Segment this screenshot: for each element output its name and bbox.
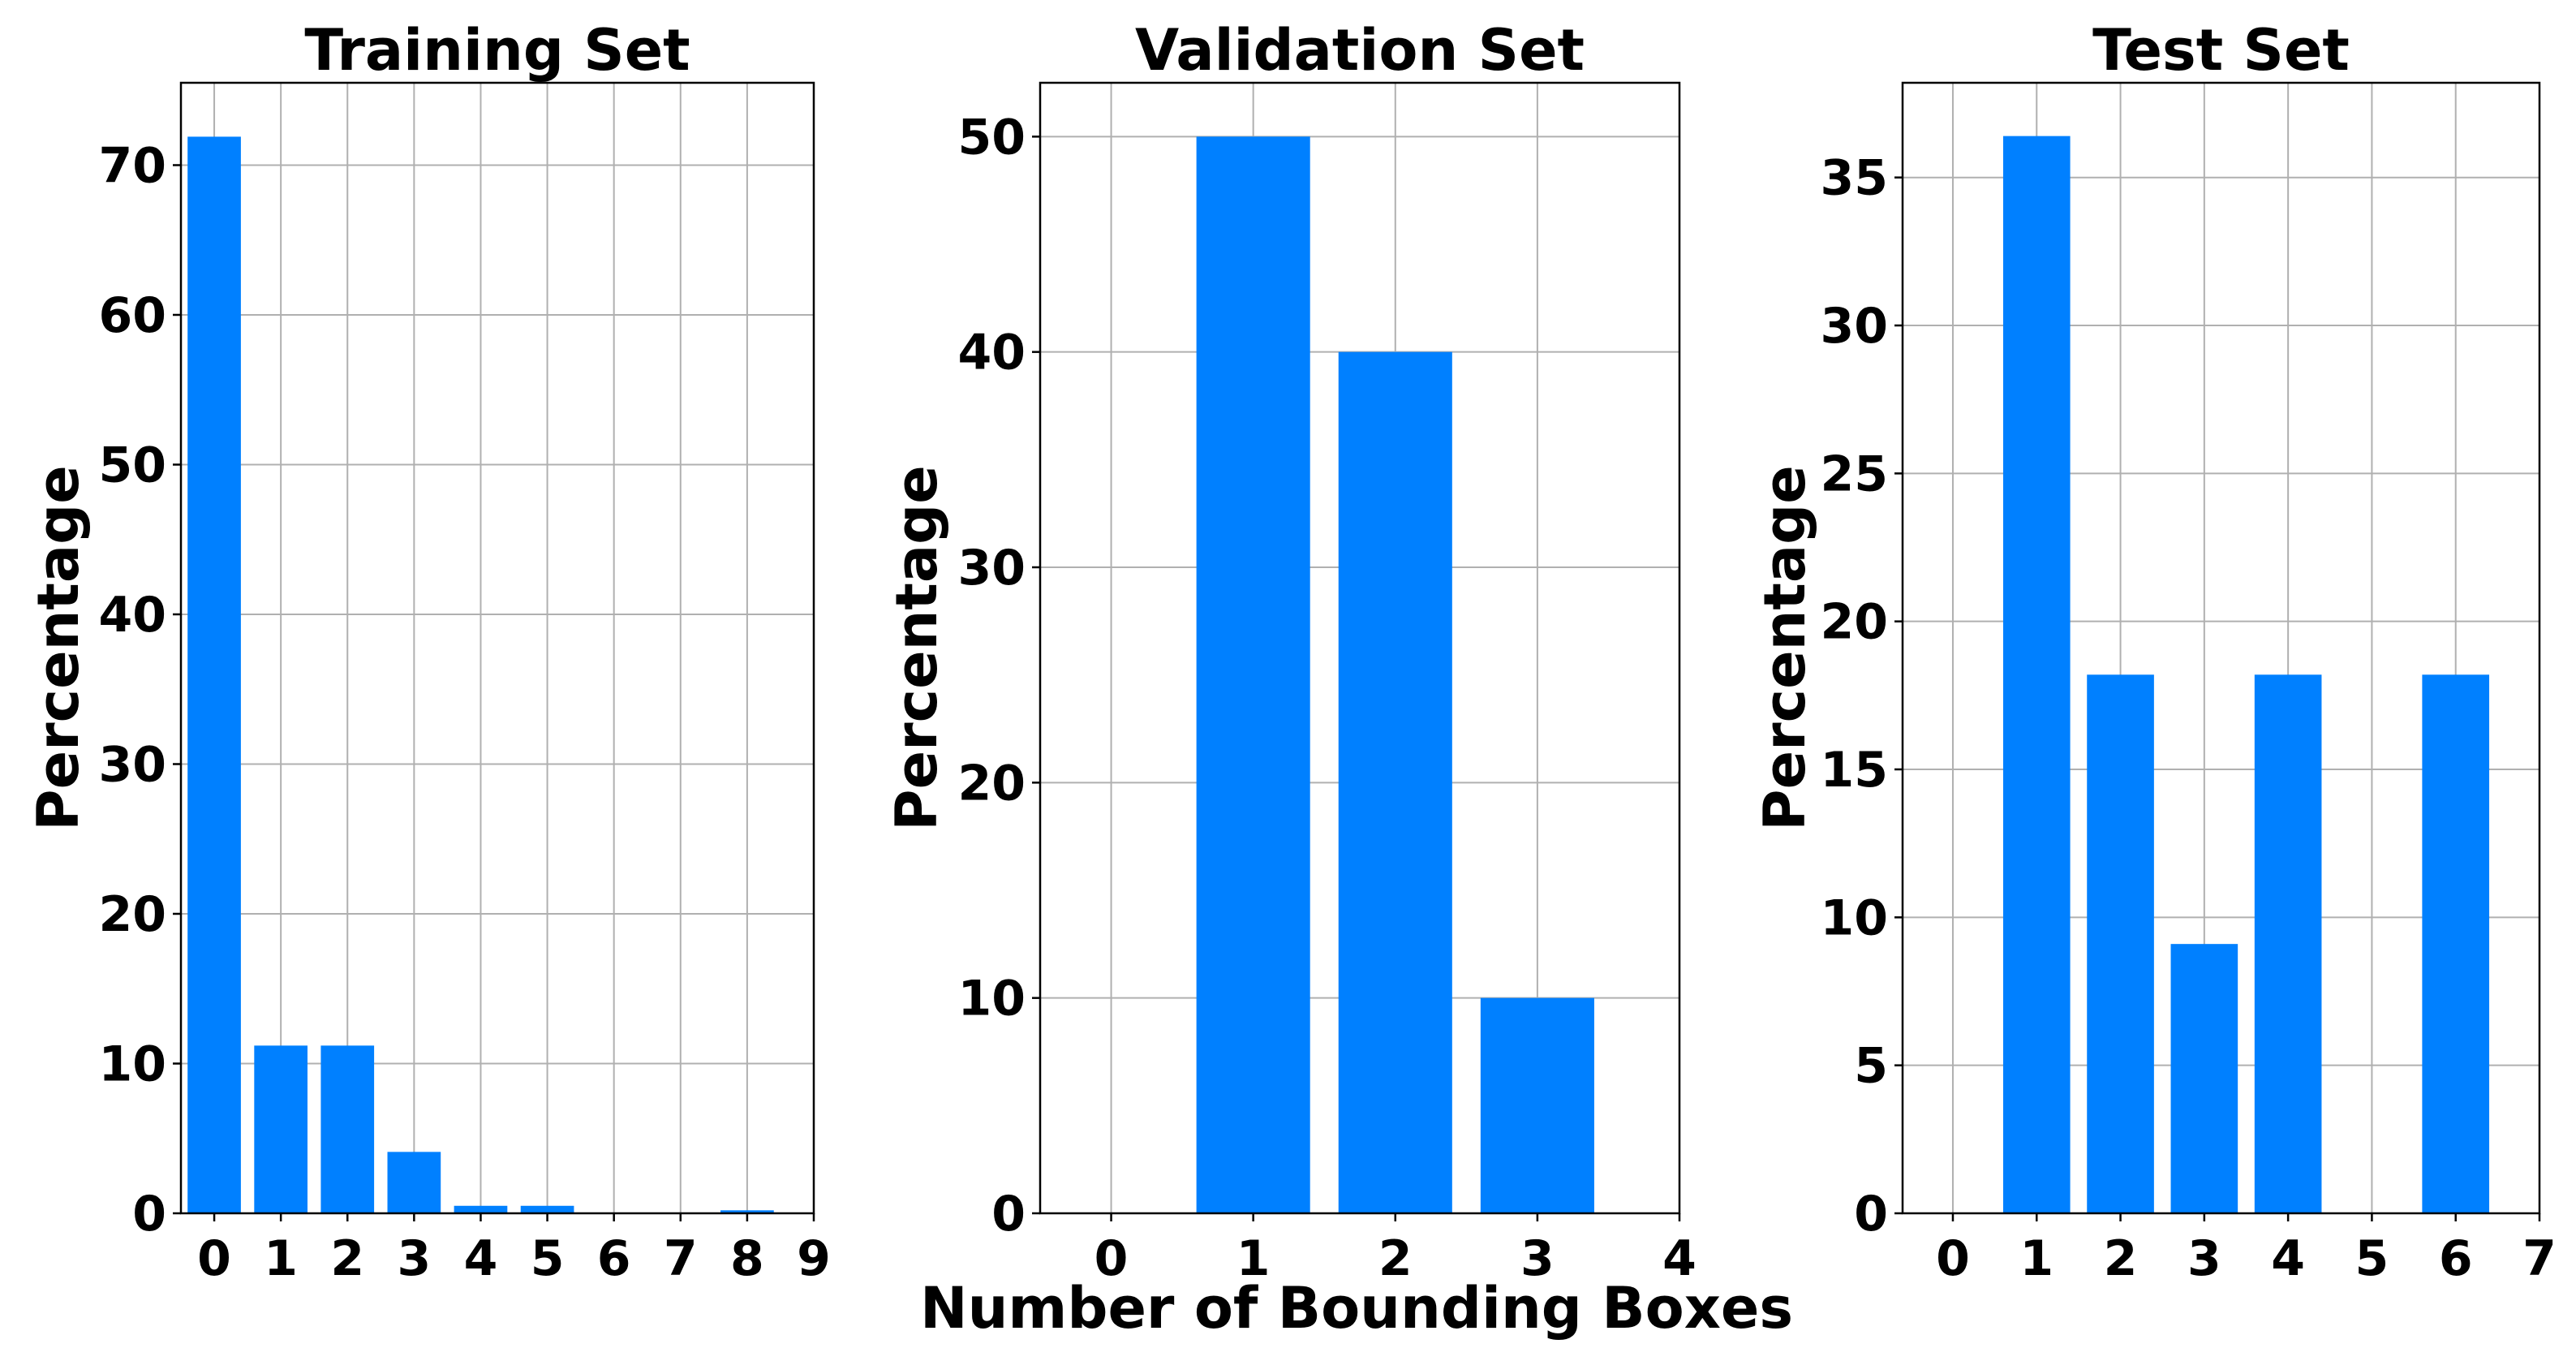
test-set-bar-2 xyxy=(2087,674,2154,1213)
test-set-y-tick-label: 0 xyxy=(1854,1186,1888,1243)
test-set-x-tick-label: 3 xyxy=(2187,1230,2221,1287)
training-set-bar-5 xyxy=(520,1205,574,1213)
test-set-y-tick-label: 25 xyxy=(1821,446,1889,502)
training-set-title: Training Set xyxy=(304,17,690,84)
validation-set-bar-2 xyxy=(1338,351,1452,1214)
test-set-x-tick-label: 1 xyxy=(2019,1230,2053,1287)
test-set-bar-6 xyxy=(2422,674,2490,1213)
validation-set-y-tick-label: 10 xyxy=(958,971,1026,1027)
training-set-bar-0 xyxy=(187,136,241,1214)
validation-set-x-tick-label: 0 xyxy=(1094,1230,1129,1287)
training-set-x-tick-label: 0 xyxy=(197,1230,231,1287)
test-set-y-tick-label: 20 xyxy=(1821,594,1889,651)
training-set-y-tick-label: 40 xyxy=(99,587,167,644)
training-set-bar-1 xyxy=(254,1045,307,1213)
training-set-bar-4 xyxy=(454,1205,508,1213)
validation-set-y-tick-label: 40 xyxy=(958,325,1026,381)
validation-set-y-tick-label: 50 xyxy=(958,109,1026,166)
test-set-bar-3 xyxy=(2170,944,2238,1213)
validation-set-bar-3 xyxy=(1480,997,1594,1213)
training-set-y-tick-label: 70 xyxy=(99,137,167,194)
test-set-y-tick-label: 5 xyxy=(1854,1038,1888,1095)
training-set-x-tick-label: 7 xyxy=(664,1230,698,1287)
training-set-x-tick-label: 2 xyxy=(330,1230,364,1287)
validation-set-x-tick-label: 2 xyxy=(1378,1230,1413,1287)
test-set-x-tick-label: 0 xyxy=(1936,1230,1970,1287)
training-set-x-tick-label: 5 xyxy=(531,1230,565,1287)
validation-set-title: Validation Set xyxy=(1135,17,1585,84)
training-set-bar-2 xyxy=(320,1045,375,1213)
training-set-y-tick-label: 30 xyxy=(99,736,167,793)
test-set-y-tick-label: 10 xyxy=(1821,889,1889,946)
training-set-y-tick-label: 20 xyxy=(99,886,167,943)
test-set-plot-frame xyxy=(1901,81,2541,1215)
training-set-x-tick-label: 1 xyxy=(264,1230,298,1287)
test-set-x-tick-label: 4 xyxy=(2271,1230,2305,1287)
training-set-y-tick-label: 60 xyxy=(99,287,167,344)
test-set-y-tick-label: 30 xyxy=(1821,298,1889,355)
validation-set-y-tick-label: 0 xyxy=(991,1186,1026,1243)
test-set-y-tick-label: 35 xyxy=(1821,150,1889,207)
validation-set-plot-frame xyxy=(1039,81,1681,1215)
training-set-y-tick-label: 10 xyxy=(99,1036,167,1092)
test-set-x-tick-label: 7 xyxy=(2522,1230,2557,1287)
training-set-x-tick-label: 4 xyxy=(464,1230,498,1287)
training-set-y-axis-label: Percentage xyxy=(25,465,92,830)
validation-set-x-tick-label: 3 xyxy=(1520,1230,1555,1287)
test-set-bar-4 xyxy=(2254,674,2322,1213)
test-set-x-tick-label: 2 xyxy=(2104,1230,2138,1287)
test-set-y-tick-label: 15 xyxy=(1821,742,1889,799)
test-set-x-tick-label: 6 xyxy=(2439,1230,2473,1287)
test-set-y-axis-label: Percentage xyxy=(1752,465,1818,830)
training-set-y-tick-label: 50 xyxy=(99,437,167,493)
training-set-x-tick-label: 8 xyxy=(730,1230,764,1287)
validation-set-x-tick-label: 4 xyxy=(1662,1230,1697,1287)
training-set-bar-3 xyxy=(387,1152,441,1213)
test-set-title: Test Set xyxy=(2092,17,2350,84)
training-set-x-tick-label: 6 xyxy=(597,1230,631,1287)
training-set-bar-8 xyxy=(720,1210,774,1213)
shared-x-axis-label: Number of Bounding Boxes xyxy=(920,1275,1793,1342)
training-set-y-tick-label: 0 xyxy=(132,1186,166,1243)
validation-set-x-tick-label: 1 xyxy=(1236,1230,1271,1287)
training-set-x-tick-label: 3 xyxy=(397,1230,431,1287)
validation-set-y-tick-label: 30 xyxy=(958,540,1026,597)
test-set-x-tick-label: 5 xyxy=(2355,1230,2389,1287)
training-set-plot-frame xyxy=(179,81,815,1215)
validation-set-bar-1 xyxy=(1196,136,1310,1213)
validation-set-y-axis-label: Percentage xyxy=(884,465,950,830)
test-set-bar-1 xyxy=(2002,136,2071,1213)
training-set-x-tick-label: 9 xyxy=(797,1230,831,1287)
validation-set-y-tick-label: 20 xyxy=(958,755,1026,812)
